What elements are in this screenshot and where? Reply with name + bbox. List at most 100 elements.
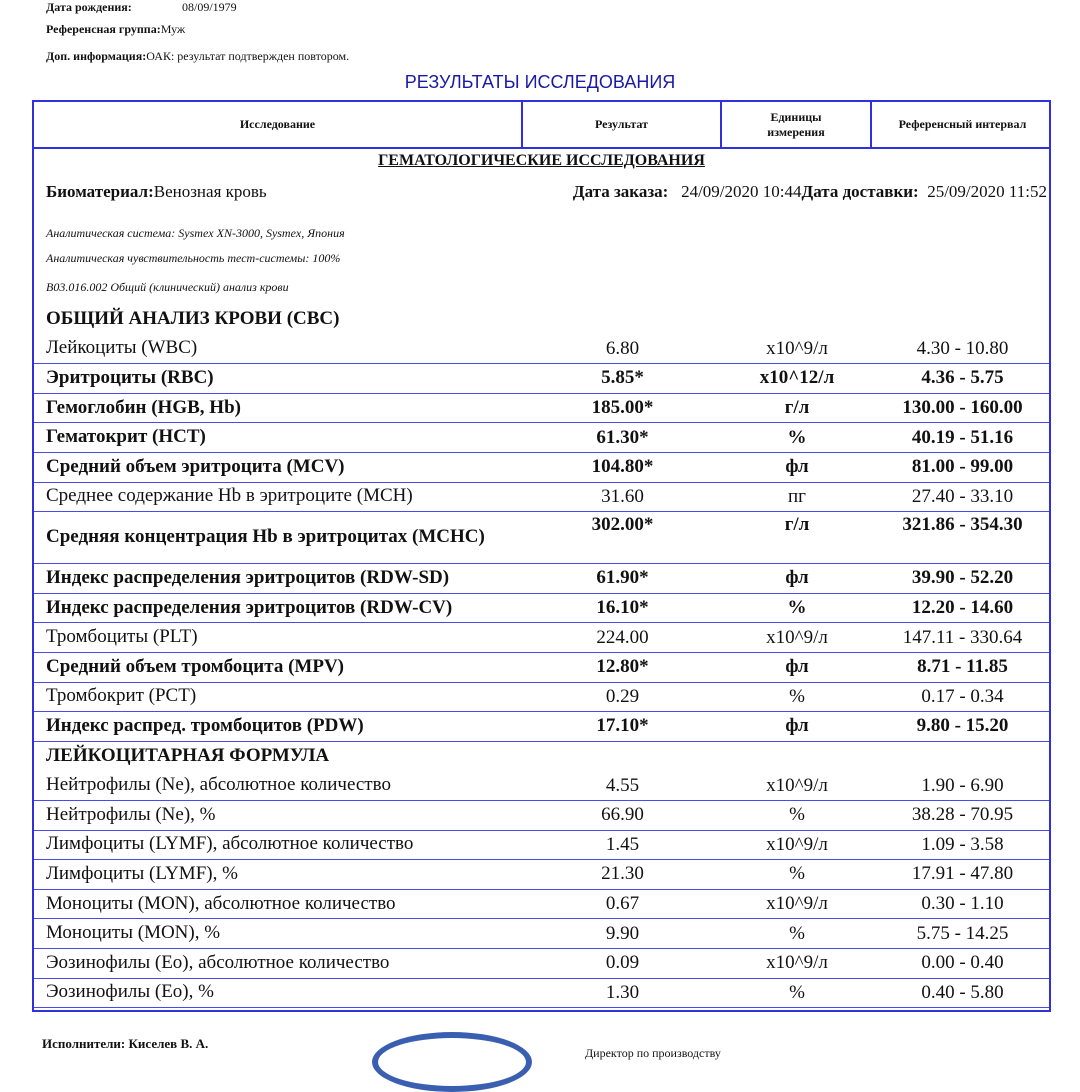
reference-group: Референсная группа:Муж (46, 22, 186, 36)
result-value: 12.80* (596, 656, 649, 678)
test-name: Гематокрит (HCT) (46, 426, 206, 448)
unit: % (787, 426, 807, 448)
test-name: Тромбоциты (PLT) (46, 626, 198, 648)
test-name: Среднее содержание Hb в эритроците (MCH) (46, 485, 413, 507)
reference-range: 27.40 - 33.10 (911, 485, 1014, 507)
reference-range: 40.19 - 51.16 (911, 426, 1014, 448)
test-name: Лимфоциты (LYMF), % (46, 863, 238, 885)
director-title: Директор по производству (585, 1046, 721, 1060)
test-name: Гемоглобин (HGB, Hb) (46, 396, 241, 418)
note: B03.016.002 Общий (клинический) анализ к… (46, 280, 289, 294)
unit: г/л (784, 514, 810, 536)
page-title: РЕЗУЛЬТАТЫ ИССЛЕДОВАНИЯ (404, 72, 676, 92)
test-name: Индекс распределения эритроцитов (RDW-SD… (46, 567, 450, 589)
reference-range: 5.75 - 14.25 (916, 922, 1009, 944)
test-name: Эозинофилы (Eo), % (46, 981, 214, 1003)
reference-range: 130.00 - 160.00 (902, 397, 1023, 419)
note: Аналитическая чувствительность тест-сист… (46, 251, 341, 265)
table-row: Индекс распределения эритроцитов (RDW-CV… (34, 594, 1049, 624)
test-name: Лейкоциты (WBC) (46, 337, 198, 359)
test-name: Моноциты (MON), % (46, 922, 221, 944)
result-value: 61.30* (596, 426, 649, 448)
reference-range: 1.90 - 6.90 (921, 774, 1004, 796)
result-value: 31.60 (601, 485, 644, 507)
additional-info: Доп. информация:ОАК: результат подтвержд… (46, 49, 350, 63)
col-reference: Референсный интервал (898, 117, 1027, 132)
table-row: Лимфоциты (LYMF), % 21.30 % 17.91 - 47.8… (34, 860, 1049, 890)
unit: фл (785, 567, 809, 589)
reference-range: 4.30 - 10.80 (916, 337, 1009, 359)
reference-range: 9.80 - 15.20 (916, 715, 1009, 737)
result-value: 21.30 (601, 863, 644, 885)
result-value: 1.30 (605, 981, 640, 1003)
result-value: 5.85* (601, 367, 644, 389)
reference-range: 4.36 - 5.75 (921, 367, 1004, 389)
table-row: Гемоглобин (HGB, Hb) 185.00* г/л 130.00 … (34, 394, 1049, 424)
result-value: 6.80 (605, 337, 640, 359)
test-name: Эозинофилы (Eo), абсолютное количество (46, 951, 390, 973)
unit: x10^9/л (766, 833, 828, 855)
result-value: 16.10* (596, 597, 649, 619)
reference-range: 0.40 - 5.80 (921, 981, 1004, 1003)
result-value: 0.29 (605, 685, 640, 707)
result-value: 66.90 (601, 804, 644, 826)
unit: г/л (784, 397, 810, 419)
col-units: Единицы измерения (722, 102, 872, 147)
results-table: Исследование Результат Единицы измерения… (32, 100, 1051, 1012)
test-name: Лимфоциты (LYMF), абсолютное количество (46, 833, 414, 855)
test-name: Индекс распред. тромбоцитов (PDW) (46, 715, 364, 737)
test-name: Нейтрофилы (Ne), абсолютное количество (46, 774, 391, 796)
unit: x10^9/л (766, 337, 828, 359)
table-header: Исследование Результат Единицы измерения… (34, 102, 1049, 149)
table-row: Средний объем эритроцита (MCV) 104.80* ф… (34, 453, 1049, 483)
unit: x10^12/л (759, 367, 835, 389)
unit: x10^9/л (766, 893, 828, 915)
unit: % (789, 863, 805, 885)
unit: % (789, 981, 805, 1003)
table-row: Нейтрофилы (Ne), % 66.90 % 38.28 - 70.95 (34, 801, 1049, 831)
test-name: Индекс распределения эритроцитов (RDW-CV… (46, 596, 453, 618)
table-row: Средняя концентрация Hb в эритроцитах (M… (34, 512, 1049, 565)
unit: x10^9/л (766, 952, 828, 974)
table-row: Средний объем тромбоцита (MPV) 12.80* фл… (34, 653, 1049, 683)
result-value: 4.55 (605, 774, 640, 796)
result-value: 185.00* (591, 397, 654, 419)
order-delivery-dates: Дата заказа: 24/09/2020 10:44Дата достав… (572, 182, 1047, 201)
reference-range: 0.17 - 0.34 (921, 685, 1004, 707)
test-name: Эритроциты (RBC) (46, 367, 214, 389)
stamp (372, 1032, 532, 1092)
result-value: 9.90 (605, 922, 640, 944)
unit: пг (788, 485, 806, 507)
unit: x10^9/л (766, 626, 828, 648)
reference-range: 12.20 - 14.60 (911, 597, 1014, 619)
table-row: Лимфоциты (LYMF), абсолютное количество … (34, 831, 1049, 861)
performers: Исполнители: Киселев В. А. (42, 1036, 209, 1051)
result-value: 17.10* (596, 715, 649, 737)
reference-range: 1.09 - 3.58 (921, 833, 1004, 855)
unit: % (789, 685, 805, 707)
table-row: Моноциты (MON), абсолютное количество 0.… (34, 890, 1049, 920)
test-name: Средняя концентрация Hb в эритроцитах (M… (46, 526, 485, 548)
test-name: Нейтрофилы (Ne), % (46, 803, 216, 825)
test-name: Тромбокрит (PCT) (46, 685, 197, 707)
reference-range: 17.91 - 47.80 (911, 863, 1014, 885)
result-value: 1.45 (605, 833, 640, 855)
unit: x10^9/л (766, 774, 828, 796)
result-value: 224.00 (596, 626, 649, 648)
table-row: Индекс распределения эритроцитов (RDW-SD… (34, 564, 1049, 594)
table-row: Среднее содержание Hb в эритроците (MCH)… (34, 483, 1049, 513)
table-row: Лейкоциты (WBC) 6.80 x10^9/л 4.30 - 10.8… (34, 335, 1049, 365)
result-value: 61.90* (596, 567, 649, 589)
result-value: 302.00* (591, 514, 654, 536)
table-row: Моноциты (MON), % 9.90 % 5.75 - 14.25 (34, 919, 1049, 949)
reference-range: 0.30 - 1.10 (921, 893, 1004, 915)
table-row: Тромбокрит (PCT) 0.29 % 0.17 - 0.34 (34, 683, 1049, 713)
table-row: Эритроциты (RBC) 5.85* x10^12/л 4.36 - 5… (34, 364, 1049, 394)
reference-range: 147.11 - 330.64 (902, 626, 1023, 648)
reference-range: 39.90 - 52.20 (911, 567, 1014, 589)
reference-range: 81.00 - 99.00 (911, 456, 1014, 478)
result-value: 104.80* (591, 456, 654, 478)
biomaterial: Биоматериал:Венозная кровь (46, 182, 267, 201)
table-row: Гематокрит (HCT) 61.30* % 40.19 - 51.16 (34, 423, 1049, 453)
group-header: ЛЕЙКОЦИТАРНАЯ ФОРМУЛА (34, 742, 1049, 772)
